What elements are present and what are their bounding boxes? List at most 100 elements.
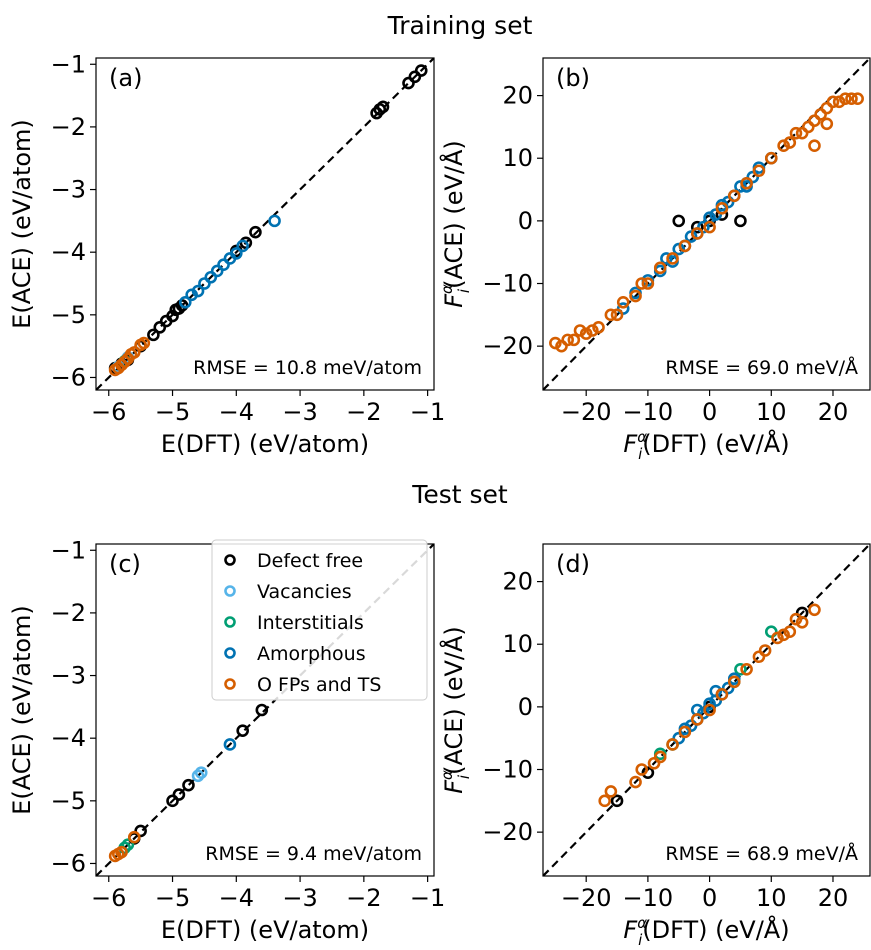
data-point — [764, 151, 778, 165]
y-tick-label: −3 — [51, 662, 86, 690]
data-point — [561, 333, 574, 347]
x-tick-label: 0 — [702, 884, 717, 912]
panel-label: (a) — [109, 64, 142, 92]
data-point — [684, 230, 698, 243]
data-point — [604, 308, 618, 322]
data-point — [236, 724, 249, 737]
x-tick-label: 20 — [818, 884, 849, 912]
panel-label: (c) — [109, 550, 141, 578]
data-point — [249, 225, 262, 239]
y-axis-label: E(ACE) (eV/atom) — [8, 605, 36, 815]
x-tick-label: −1 — [410, 884, 445, 912]
data-point — [660, 252, 673, 265]
plot-area — [96, 58, 434, 390]
legend: Defect free Vacancies Interstitials Amorpho… — [211, 539, 428, 701]
data-point — [153, 321, 167, 334]
panel-d: −20 −10 0 10 20 −20 −10 0 10 20 Fα i(DFT) (eV/Å) Fαi… — [438, 543, 871, 949]
data-point — [709, 684, 723, 698]
data-point — [758, 644, 772, 657]
data-point — [198, 277, 211, 290]
plot-area — [543, 58, 870, 390]
series-amorphous — [223, 738, 237, 751]
data-point — [239, 236, 253, 250]
x-tick-label: −3 — [282, 398, 317, 426]
data-point — [690, 220, 704, 234]
data-point — [727, 675, 741, 689]
series-ofps_ts — [108, 830, 141, 863]
data-point — [808, 139, 821, 152]
plot-area — [543, 544, 870, 876]
data-point — [194, 766, 208, 779]
data-point — [191, 284, 205, 298]
legend-entry: Amorphous — [257, 643, 366, 665]
data-point — [740, 662, 753, 676]
axes-frame — [542, 57, 871, 391]
y-tick-label: 10 — [502, 630, 533, 658]
y-axis-label: Fαi(ACE) (eV/Å) — [438, 140, 473, 308]
data-point — [839, 92, 852, 106]
data-point — [777, 628, 790, 642]
x-axis-label: Fα i(DFT) (eV/Å) — [623, 914, 789, 949]
data-point — [777, 139, 790, 152]
legend-entry: Interstitials — [257, 612, 364, 634]
data-point — [178, 296, 192, 309]
data-point — [789, 126, 803, 140]
x-tick-label: −6 — [91, 398, 126, 426]
x-tick-label: −1 — [410, 398, 445, 426]
data-point — [255, 703, 269, 717]
panel-label: (b) — [556, 64, 590, 92]
x-tick-label: −20 — [561, 884, 612, 912]
data-point — [223, 738, 237, 751]
data-point — [175, 299, 189, 312]
x-tick-label: −5 — [155, 398, 190, 426]
x-tick-label: −4 — [219, 884, 254, 912]
legend-marker — [224, 554, 236, 566]
data-point — [134, 824, 147, 838]
data-point — [191, 769, 205, 783]
y-tick-label: −6 — [51, 849, 86, 877]
data-point — [592, 321, 605, 334]
data-point — [715, 688, 729, 701]
data-point — [727, 189, 741, 203]
data-point — [172, 302, 186, 315]
data-point — [845, 92, 858, 106]
y-tick-label: −4 — [51, 238, 86, 266]
rmse-annotation: RMSE = 10.8 meV/atom — [193, 357, 422, 379]
x-tick-label: 20 — [818, 398, 849, 426]
legend-marker — [224, 585, 236, 597]
data-point — [616, 296, 630, 309]
series-vacancies — [191, 766, 208, 783]
x-tick-label: −3 — [282, 884, 317, 912]
panels: −6 −5 −4 −3 −2 −1 −6 −5 −4 −3 −2 −1 E(DFT) (eV/atom)… — [8, 50, 871, 949]
series-ofps_ts — [598, 603, 821, 808]
x-axis-label: Fα i(DFT) (eV/Å) — [623, 428, 789, 463]
rmse-annotation: RMSE = 9.4 meV/atom — [205, 843, 422, 865]
data-point — [690, 227, 704, 240]
y-axis-label: Fαi(ACE) (eV/Å) — [438, 626, 473, 794]
x-tick-label: −20 — [561, 398, 612, 426]
rmse-annotation: RMSE = 69.0 meV/Å — [665, 356, 858, 379]
y-tick-label: −4 — [51, 724, 86, 752]
panel-a: −6 −5 −4 −3 −2 −1 −6 −5 −4 −3 −2 −1 E(DFT) (eV/atom)… — [8, 50, 445, 458]
data-point — [734, 662, 747, 676]
data-point — [147, 328, 160, 342]
legend-entry: Defect free — [257, 550, 363, 572]
data-point — [653, 261, 667, 275]
x-tick-label: −10 — [623, 884, 674, 912]
data-point — [832, 95, 846, 109]
data-point — [703, 703, 716, 717]
series-amorphous — [178, 214, 281, 309]
panel-b: −20 −10 0 10 20 −20 −10 0 10 20 Fα i(DFT) (eV/Å) Fαi… — [438, 57, 871, 463]
data-point — [166, 794, 179, 808]
x-tick-label: −2 — [346, 884, 381, 912]
y-tick-label: 20 — [502, 82, 533, 110]
y-tick-label: −2 — [51, 599, 86, 627]
data-point — [666, 252, 679, 265]
y-tick-label: 10 — [502, 144, 533, 172]
x-tick-label: 0 — [702, 398, 717, 426]
panel-label: (d) — [556, 550, 590, 578]
x-axis-label: E(DFT) (eV/atom) — [161, 430, 369, 458]
y-tick-label: −5 — [51, 301, 86, 329]
data-point — [789, 612, 803, 626]
data-point — [734, 180, 747, 193]
